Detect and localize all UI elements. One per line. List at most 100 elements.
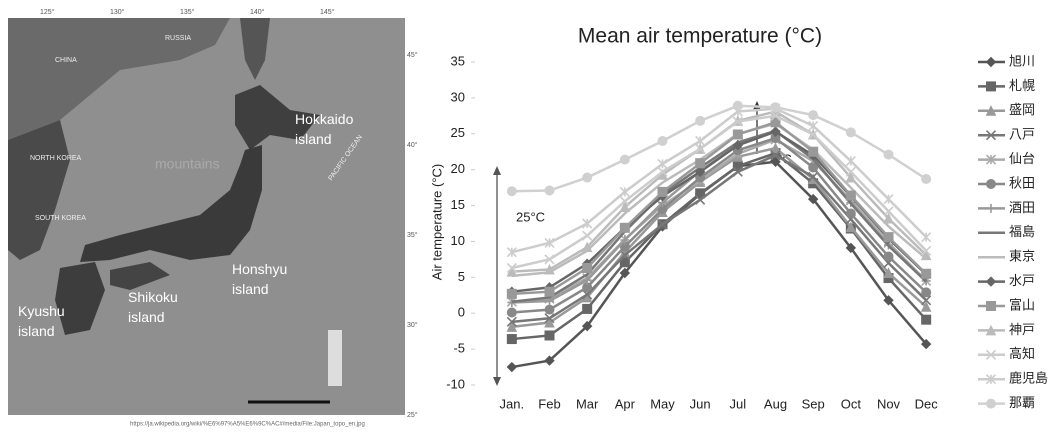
point — [921, 287, 932, 298]
point — [883, 295, 894, 306]
point — [506, 361, 518, 373]
legend-label: 酒田 — [1009, 200, 1035, 215]
point — [657, 158, 668, 169]
y-tick-label: 0 — [458, 305, 465, 320]
legend-marker — [985, 56, 997, 68]
point — [544, 237, 555, 248]
point — [506, 262, 517, 274]
point — [808, 129, 819, 140]
y-tick-label: 35 — [451, 53, 465, 68]
point — [581, 320, 593, 332]
point — [506, 307, 517, 318]
point — [506, 321, 518, 332]
x-tick-label: Jun — [690, 396, 711, 411]
legend-label: 高知 — [1009, 346, 1035, 361]
sakhalin — [240, 18, 270, 80]
point — [506, 334, 517, 345]
legend-label: 仙台 — [1009, 151, 1035, 166]
map-region-label: SOUTH KOREA — [35, 215, 86, 222]
point — [732, 140, 744, 151]
point — [920, 301, 932, 312]
legend-marker — [986, 398, 996, 409]
point — [883, 149, 894, 160]
legend-marker — [986, 203, 996, 213]
legend-label: 札幌 — [1009, 78, 1035, 93]
legend-marker — [986, 301, 996, 311]
point — [845, 190, 856, 201]
point — [582, 218, 593, 229]
point — [770, 156, 781, 167]
point — [920, 249, 932, 261]
x-tick-label: Aug — [764, 396, 787, 411]
point — [921, 268, 932, 279]
legend-marker — [985, 276, 997, 287]
y-tick-label: 30 — [451, 89, 465, 104]
x-tick-label: Dec — [915, 396, 939, 411]
point — [808, 146, 819, 157]
point — [732, 166, 743, 177]
map-label: mountains — [155, 156, 220, 172]
point — [845, 221, 857, 233]
legend-marker — [985, 374, 997, 385]
point — [695, 135, 706, 147]
point — [770, 126, 781, 137]
point — [732, 100, 743, 111]
x-tick-label: Oct — [841, 396, 862, 411]
point — [770, 117, 781, 128]
shikoku — [110, 262, 170, 290]
legend-label: 八戸 — [1009, 127, 1035, 142]
legend-label: 富山 — [1009, 297, 1035, 312]
point — [732, 129, 743, 140]
point — [582, 172, 593, 183]
y-tick-label: 15 — [451, 197, 465, 212]
series-line — [511, 120, 928, 296]
x-tick-label: Feb — [538, 396, 560, 411]
continent — [8, 18, 230, 140]
series-line — [511, 114, 928, 270]
point — [883, 267, 894, 279]
y-axis-label: Air temperature (°C) — [429, 164, 444, 280]
map-source: https://ja.wikipedia.org/wiki/%E6%97%A5%… — [130, 422, 365, 428]
point — [845, 208, 856, 219]
point — [883, 194, 894, 205]
point — [695, 188, 706, 199]
point — [619, 222, 630, 233]
map-lat-label: 30° — [407, 321, 418, 329]
point — [883, 251, 894, 262]
point — [506, 265, 518, 277]
series-line — [511, 136, 928, 314]
point — [619, 267, 631, 279]
point — [807, 193, 819, 205]
point — [582, 289, 593, 300]
point — [544, 313, 555, 324]
point — [770, 150, 781, 161]
map-lat-label: 45° — [407, 51, 418, 59]
legend-label: 秋田 — [1009, 175, 1035, 190]
kyushu — [55, 262, 105, 335]
series-line — [511, 104, 927, 193]
x-tick-label: Apr — [615, 396, 636, 411]
point — [921, 245, 932, 256]
map-lon-label: 140° — [250, 8, 265, 16]
point — [770, 102, 781, 113]
legend-label: 水戸 — [1009, 273, 1035, 288]
point — [657, 219, 668, 230]
point — [620, 235, 630, 245]
legend-label: 旭川 — [1009, 53, 1035, 68]
point — [920, 338, 932, 350]
map-region-label: CHINA — [55, 57, 77, 64]
legend-marker — [986, 179, 996, 189]
point — [883, 212, 894, 224]
series-line — [511, 151, 928, 341]
y-tick-label: 5 — [458, 269, 465, 284]
map-lon-label: 145° — [320, 8, 335, 16]
y-tick-label: 20 — [451, 161, 465, 176]
legend-label: 鹿児島 — [1009, 371, 1048, 386]
x-tick-label: Sep — [802, 396, 825, 411]
map-lat-label: 25° — [407, 411, 418, 419]
point — [770, 110, 781, 121]
annotation: 25°C — [516, 209, 545, 224]
series-line — [511, 107, 928, 254]
